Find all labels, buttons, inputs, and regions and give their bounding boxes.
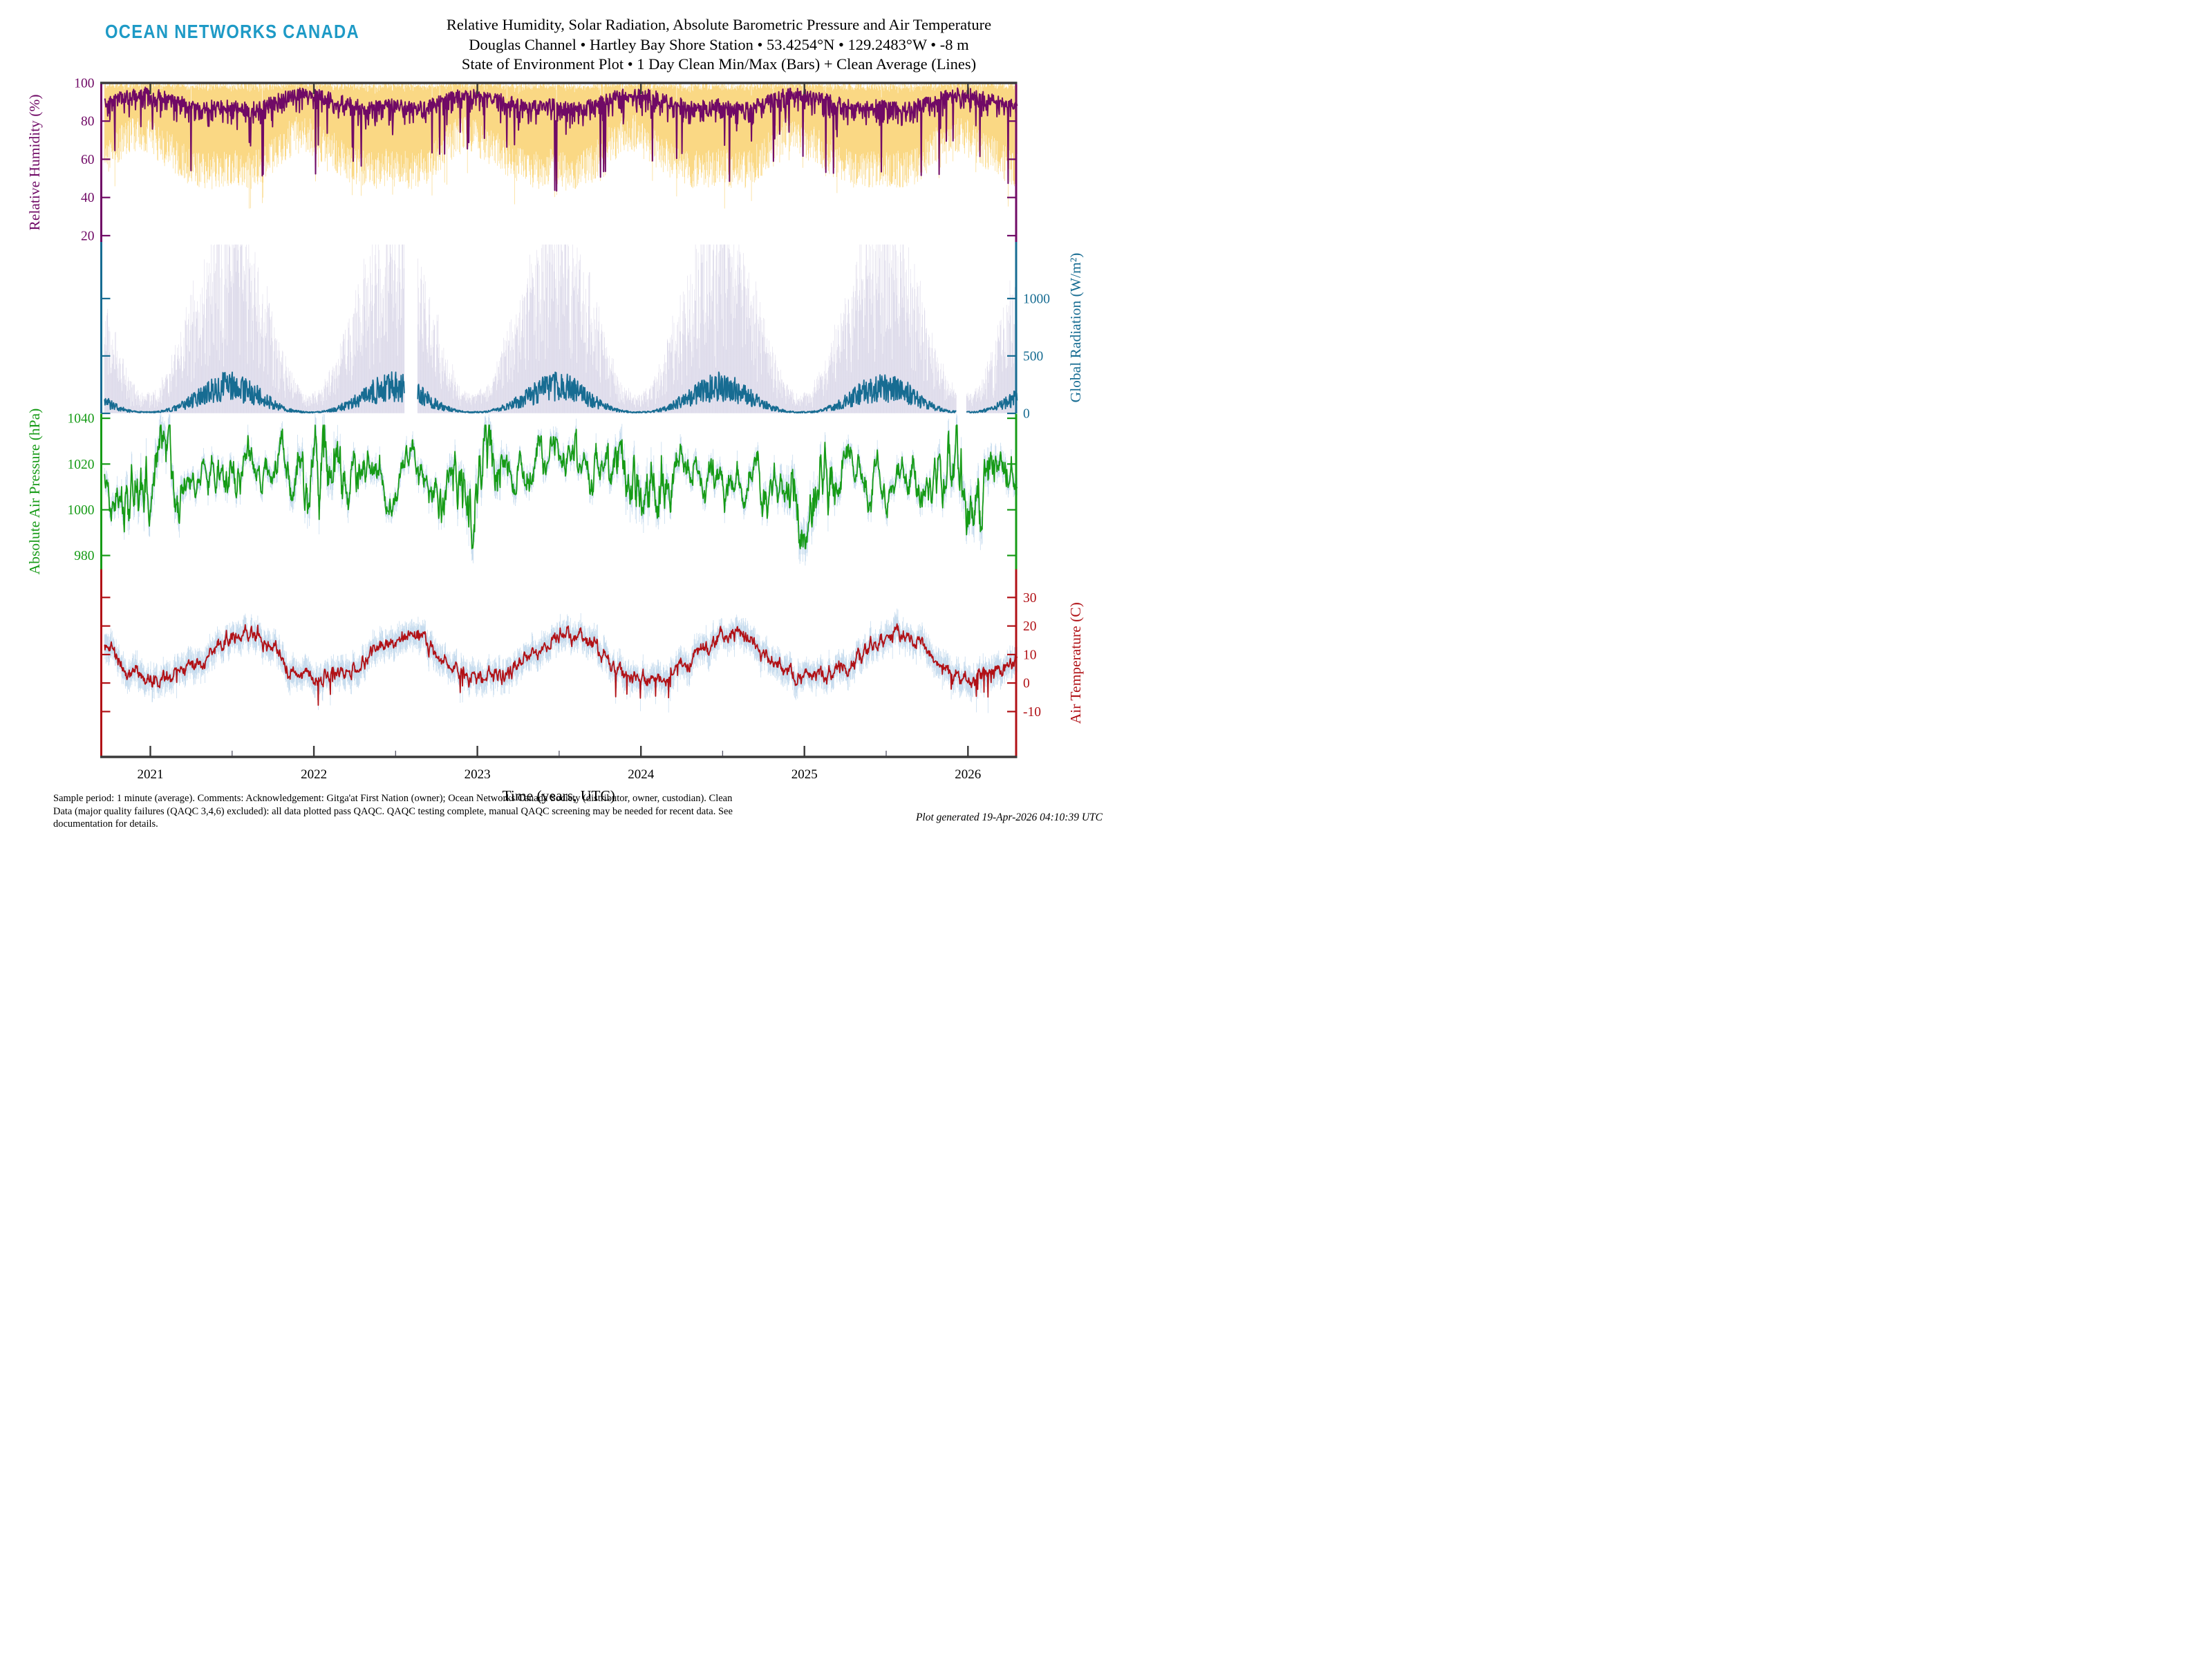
plot-generated-timestamp: Plot generated 19-Apr-2026 04:10:39 UTC [915,812,1103,823]
relative-humidity-tick-label: 20 [81,229,95,243]
air-temperature-tick-label: -10 [1023,705,1041,720]
absolute-air-pressure-tick-label: 1040 [68,412,95,427]
absolute-air-pressure-tick-label: 980 [74,549,94,563]
absolute-air-pressure-minmax-bars [104,413,1018,566]
plot-title-line1: Relative Humidity, Solar Radiation, Abso… [446,16,992,33]
air-temperature-tick-label: 30 [1023,591,1037,606]
year-tick-label: 2023 [465,767,491,782]
relative-humidity-axis-label: Relative Humidity (%) [26,94,43,230]
relative-humidity-average-line [104,86,1018,192]
plot-title-line3: State of Environment Plot • 1 Day Clean … [461,55,977,73]
absolute-air-pressure-tick-label: 1020 [68,458,95,472]
air-temperature-tick-label: 20 [1023,619,1037,634]
onc-environment-plot-page: { "page": {"bg": "#FFFFFF"}, "header": {… [0,0,1106,830]
year-tick-label: 2021 [138,767,164,782]
global-radiation-axis-label: Global Radiation (W/m²) [1067,253,1084,403]
x-axis-label: Time (years, UTC) [503,787,615,804]
absolute-air-pressure-tick-label: 1000 [68,503,95,518]
plot-title-block: Relative Humidity, Solar Radiation, Abso… [332,15,1106,75]
plot-title-line2: Douglas Channel • Hartley Bay Shore Stat… [469,35,969,53]
global-radiation-average-line [104,371,1018,414]
air-temperature-tick-label: 0 [1023,677,1030,691]
year-tick-label: 2026 [955,767,981,782]
air-temperature-average-line [104,623,1018,706]
year-tick-label: 2025 [791,767,818,782]
year-tick-label: 2024 [628,767,655,782]
absolute-air-pressure-axis-label: Absolute Air Pressure (hPa) [26,409,43,575]
global-radiation-tick-label: 1000 [1023,292,1050,306]
relative-humidity-tick-label: 100 [74,77,94,91]
plot-comments: Sample period: 1 minute (average). Comme… [53,792,890,831]
global-radiation-tick-label: 0 [1023,407,1030,422]
air-temperature-axis-label: Air Temperature (C) [1067,602,1084,724]
air-temperature-minmax-bars [104,608,1018,713]
relative-humidity-tick-label: 80 [81,115,95,129]
plot-comments-line1: Sample period: 1 minute (average). Comme… [53,793,733,804]
global-radiation-tick-label: 500 [1023,349,1043,364]
onc-logo: OCEAN NETWORKS CANADA [105,21,359,42]
absolute-air-pressure-average-line [104,424,1018,550]
plot-comments-line2: Data (major quality failures (QAQC 3,4,6… [53,805,733,817]
global-radiation-minmax-bars [104,244,1018,413]
year-tick-label: 2022 [301,767,327,782]
plot-comments-line3: documentation for details. [53,818,158,830]
relative-humidity-tick-label: 60 [81,153,95,167]
relative-humidity-tick-label: 40 [81,191,95,205]
air-temperature-tick-label: 10 [1023,648,1037,662]
